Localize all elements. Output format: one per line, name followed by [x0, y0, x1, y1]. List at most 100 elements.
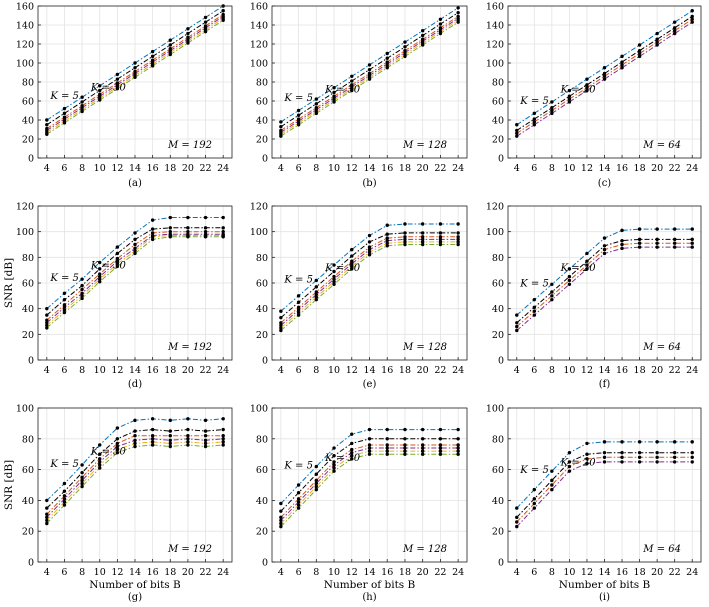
x-tick-label: 14 [363, 365, 375, 376]
annotation-k-high: K = 20 [560, 85, 597, 96]
data-point [602, 450, 607, 455]
x-tick-label: 20 [651, 567, 663, 578]
data-point [672, 237, 677, 242]
data-point [314, 290, 319, 294]
x-tick-label: 4 [44, 163, 50, 174]
data-point [620, 450, 624, 455]
annotation-m: M = 192 [167, 140, 212, 151]
y-tick-label: 0 [28, 356, 34, 367]
data-point [585, 441, 589, 446]
data-point [45, 521, 49, 526]
panel-caption: (a) [128, 178, 142, 189]
data-point [690, 20, 694, 24]
data-point [456, 446, 460, 450]
series-line [516, 10, 693, 126]
x-tick-label: 14 [129, 567, 141, 578]
data-point [403, 443, 407, 447]
x-tick-label: 6 [61, 163, 67, 174]
data-point [672, 450, 677, 455]
data-point [332, 469, 336, 473]
data-point [420, 43, 425, 47]
data-point [45, 506, 49, 510]
data-point [62, 310, 67, 315]
series-K-30 [45, 443, 225, 526]
data-point [221, 417, 225, 421]
annotation-k-low: K = 5 [519, 278, 549, 289]
data-point [350, 264, 354, 269]
data-point [438, 235, 443, 239]
data-point [150, 417, 155, 421]
y-tick-label: 80 [256, 434, 268, 445]
data-point [80, 475, 84, 479]
y-tick-label: 60 [256, 279, 268, 290]
y-tick-label: 0 [498, 558, 504, 569]
data-point [98, 98, 102, 102]
y-tick-label: 20 [256, 135, 268, 146]
data-point [550, 469, 554, 473]
series-line [516, 18, 693, 134]
data-point [602, 460, 607, 464]
x-tick-label: 12 [346, 163, 358, 174]
data-point [150, 231, 155, 235]
x-tick-label: 18 [164, 163, 176, 174]
y-tick-label: 60 [492, 465, 504, 476]
data-point [80, 470, 84, 475]
x-tick-label: 6 [61, 365, 67, 376]
data-point [690, 17, 694, 21]
y-tick-label: 60 [256, 97, 268, 108]
data-point [438, 17, 443, 21]
x-tick-label: 12 [581, 567, 593, 578]
data-point [403, 54, 407, 59]
data-point [62, 111, 67, 116]
x-tick-label: 10 [328, 163, 340, 174]
data-point [637, 227, 642, 231]
y-tick-label: 40 [492, 116, 504, 127]
data-point [690, 14, 694, 19]
data-point [168, 444, 172, 449]
chart-panel-c: 4 6 8 10 12 14 16 18 20 22 24 0 20 40 60 80 100 120 140 160… [486, 2, 702, 189]
data-point [45, 306, 49, 311]
x-tick-label: 22 [669, 567, 681, 578]
chart-panel-g: 4 6 8 10 12 14 16 18 20 22 24 0 20 40 60 80 100 K = 5 K = … [3, 404, 233, 603]
data-point [279, 515, 283, 520]
data-point [150, 443, 155, 447]
data-point [350, 259, 354, 263]
data-point [550, 294, 554, 298]
series-line [46, 17, 224, 133]
data-point [532, 313, 537, 317]
x-tick-label: 14 [363, 163, 375, 174]
x-tick-label: 16 [381, 567, 393, 578]
data-point [585, 251, 589, 256]
x-axis-label: Number of bits B [324, 579, 416, 591]
data-point [203, 20, 208, 24]
x-tick-label: 18 [399, 163, 411, 174]
data-point [567, 460, 572, 464]
series-K-10 [45, 226, 225, 317]
data-point [203, 226, 208, 230]
data-point [438, 449, 443, 453]
data-point [620, 63, 624, 67]
data-point [637, 460, 642, 464]
data-point [655, 245, 659, 249]
data-point [367, 446, 372, 450]
data-point [367, 437, 372, 441]
y-tick-label: 40 [22, 116, 34, 127]
data-point [567, 464, 572, 469]
data-point [602, 77, 607, 81]
data-point [279, 315, 283, 320]
data-point [602, 247, 607, 252]
x-tick-label: 16 [616, 567, 628, 578]
panel-caption: (h) [362, 592, 376, 603]
data-point [115, 77, 120, 81]
x-tick-label: 12 [111, 163, 123, 174]
data-point [296, 305, 301, 310]
series-K-5 [279, 222, 460, 313]
x-tick-label: 8 [549, 365, 555, 376]
data-point [168, 229, 172, 234]
data-point [80, 109, 84, 114]
data-point [133, 249, 137, 253]
data-point [350, 447, 354, 452]
data-point [637, 237, 642, 242]
data-point [203, 215, 208, 220]
